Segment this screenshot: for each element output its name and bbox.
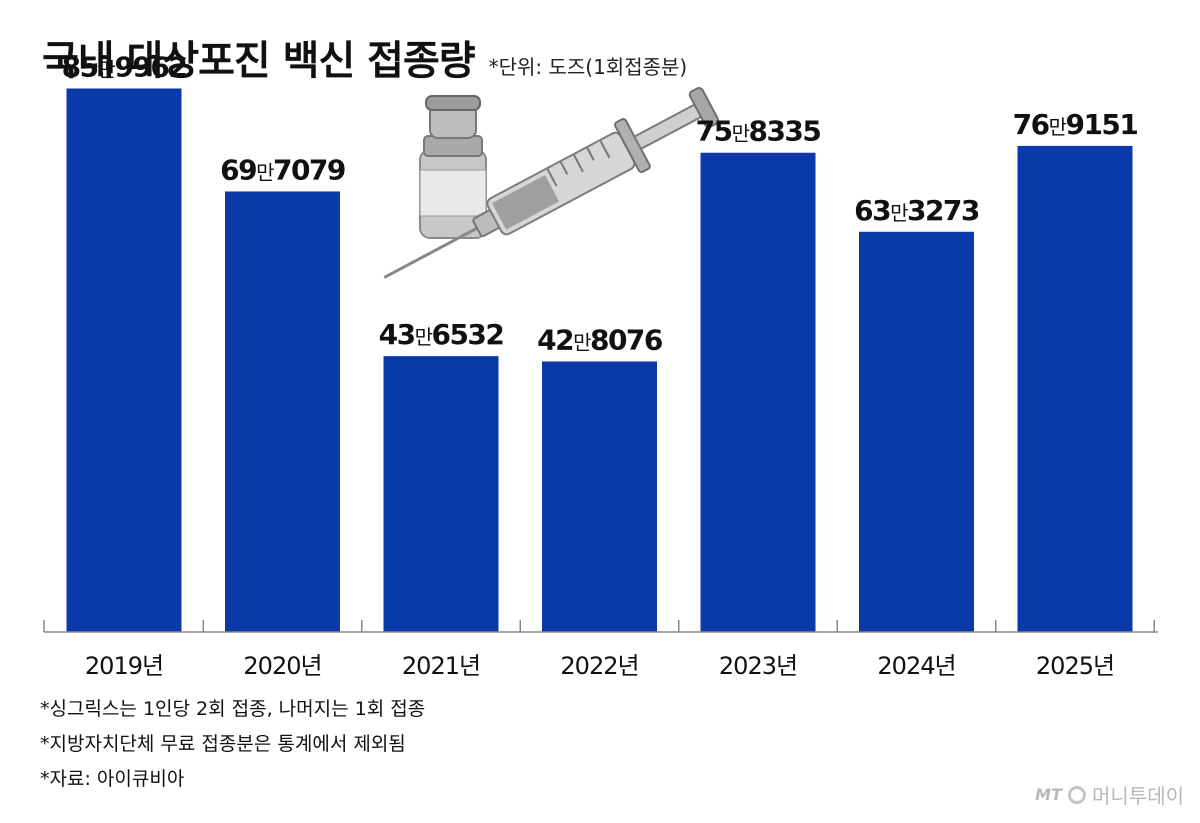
brand-mark: MT bbox=[1035, 785, 1062, 804]
value-label: 42만8076 bbox=[537, 323, 662, 356]
notes: *싱그릭스는 1인당 2회 접종, 나머지는 1회 접종 *지방자치단체 무료 … bbox=[40, 692, 425, 797]
title-row: 국내 대상포진 백신 접종량 *단위: 도즈(1회접종분) bbox=[42, 28, 687, 86]
brand-name: 머니투데이 bbox=[1092, 784, 1184, 808]
x-tick-label: 2021년 bbox=[402, 652, 480, 680]
value-label: 63만3273 bbox=[854, 194, 979, 227]
value-label: 69만7079 bbox=[220, 153, 345, 186]
syringe-icon bbox=[383, 86, 720, 279]
vaccine-vial-icon bbox=[419, 95, 487, 239]
x-axis: 2019년 2020년 2021년 2022년 2023년 2024년 2025년 bbox=[43, 620, 1158, 680]
chart-title: 국내 대상포진 백신 접종량 bbox=[42, 38, 476, 84]
value-labels-group: 85만9962 69만7079 43만6532 42만8076 75만8335 63만32… bbox=[62, 51, 1139, 357]
note-singrix: *싱그릭스는 1인당 2회 접종, 나머지는 1회 접종 bbox=[40, 698, 426, 720]
bars-group bbox=[66, 88, 1133, 633]
brand-circle-icon bbox=[1068, 785, 1086, 804]
note-excluded: *지방자치단체 무료 접종분은 통계에서 제외됨 bbox=[40, 733, 406, 755]
unit-note: *단위: 도즈(1회접종분) bbox=[488, 55, 688, 79]
bar-2019년 bbox=[66, 88, 182, 632]
value-label: 75만8335 bbox=[696, 115, 821, 148]
bar-2024년 bbox=[859, 231, 974, 632]
x-tick-label: 2020년 bbox=[243, 652, 321, 680]
bar-2025년 bbox=[1017, 145, 1133, 633]
bar-2022년 bbox=[542, 361, 657, 632]
bar-2021년 bbox=[383, 356, 499, 632]
value-label: 76만9151 bbox=[1013, 108, 1138, 141]
brand-logo: MT 머니투데이 bbox=[1035, 780, 1184, 809]
bar-2023년 bbox=[700, 152, 816, 632]
x-tick-label: 2022년 bbox=[560, 652, 638, 680]
value-label: 43만6532 bbox=[379, 318, 504, 351]
x-tick-label: 2024년 bbox=[877, 652, 955, 680]
value-label: 85만9962 bbox=[62, 51, 187, 84]
x-tick-label: 2025년 bbox=[1036, 652, 1114, 680]
x-tick-label: 2023년 bbox=[719, 652, 797, 680]
x-tick-label: 2019년 bbox=[85, 652, 163, 680]
note-source: *자료: 아이큐비아 bbox=[40, 768, 185, 790]
bar-2020년 bbox=[225, 191, 340, 632]
